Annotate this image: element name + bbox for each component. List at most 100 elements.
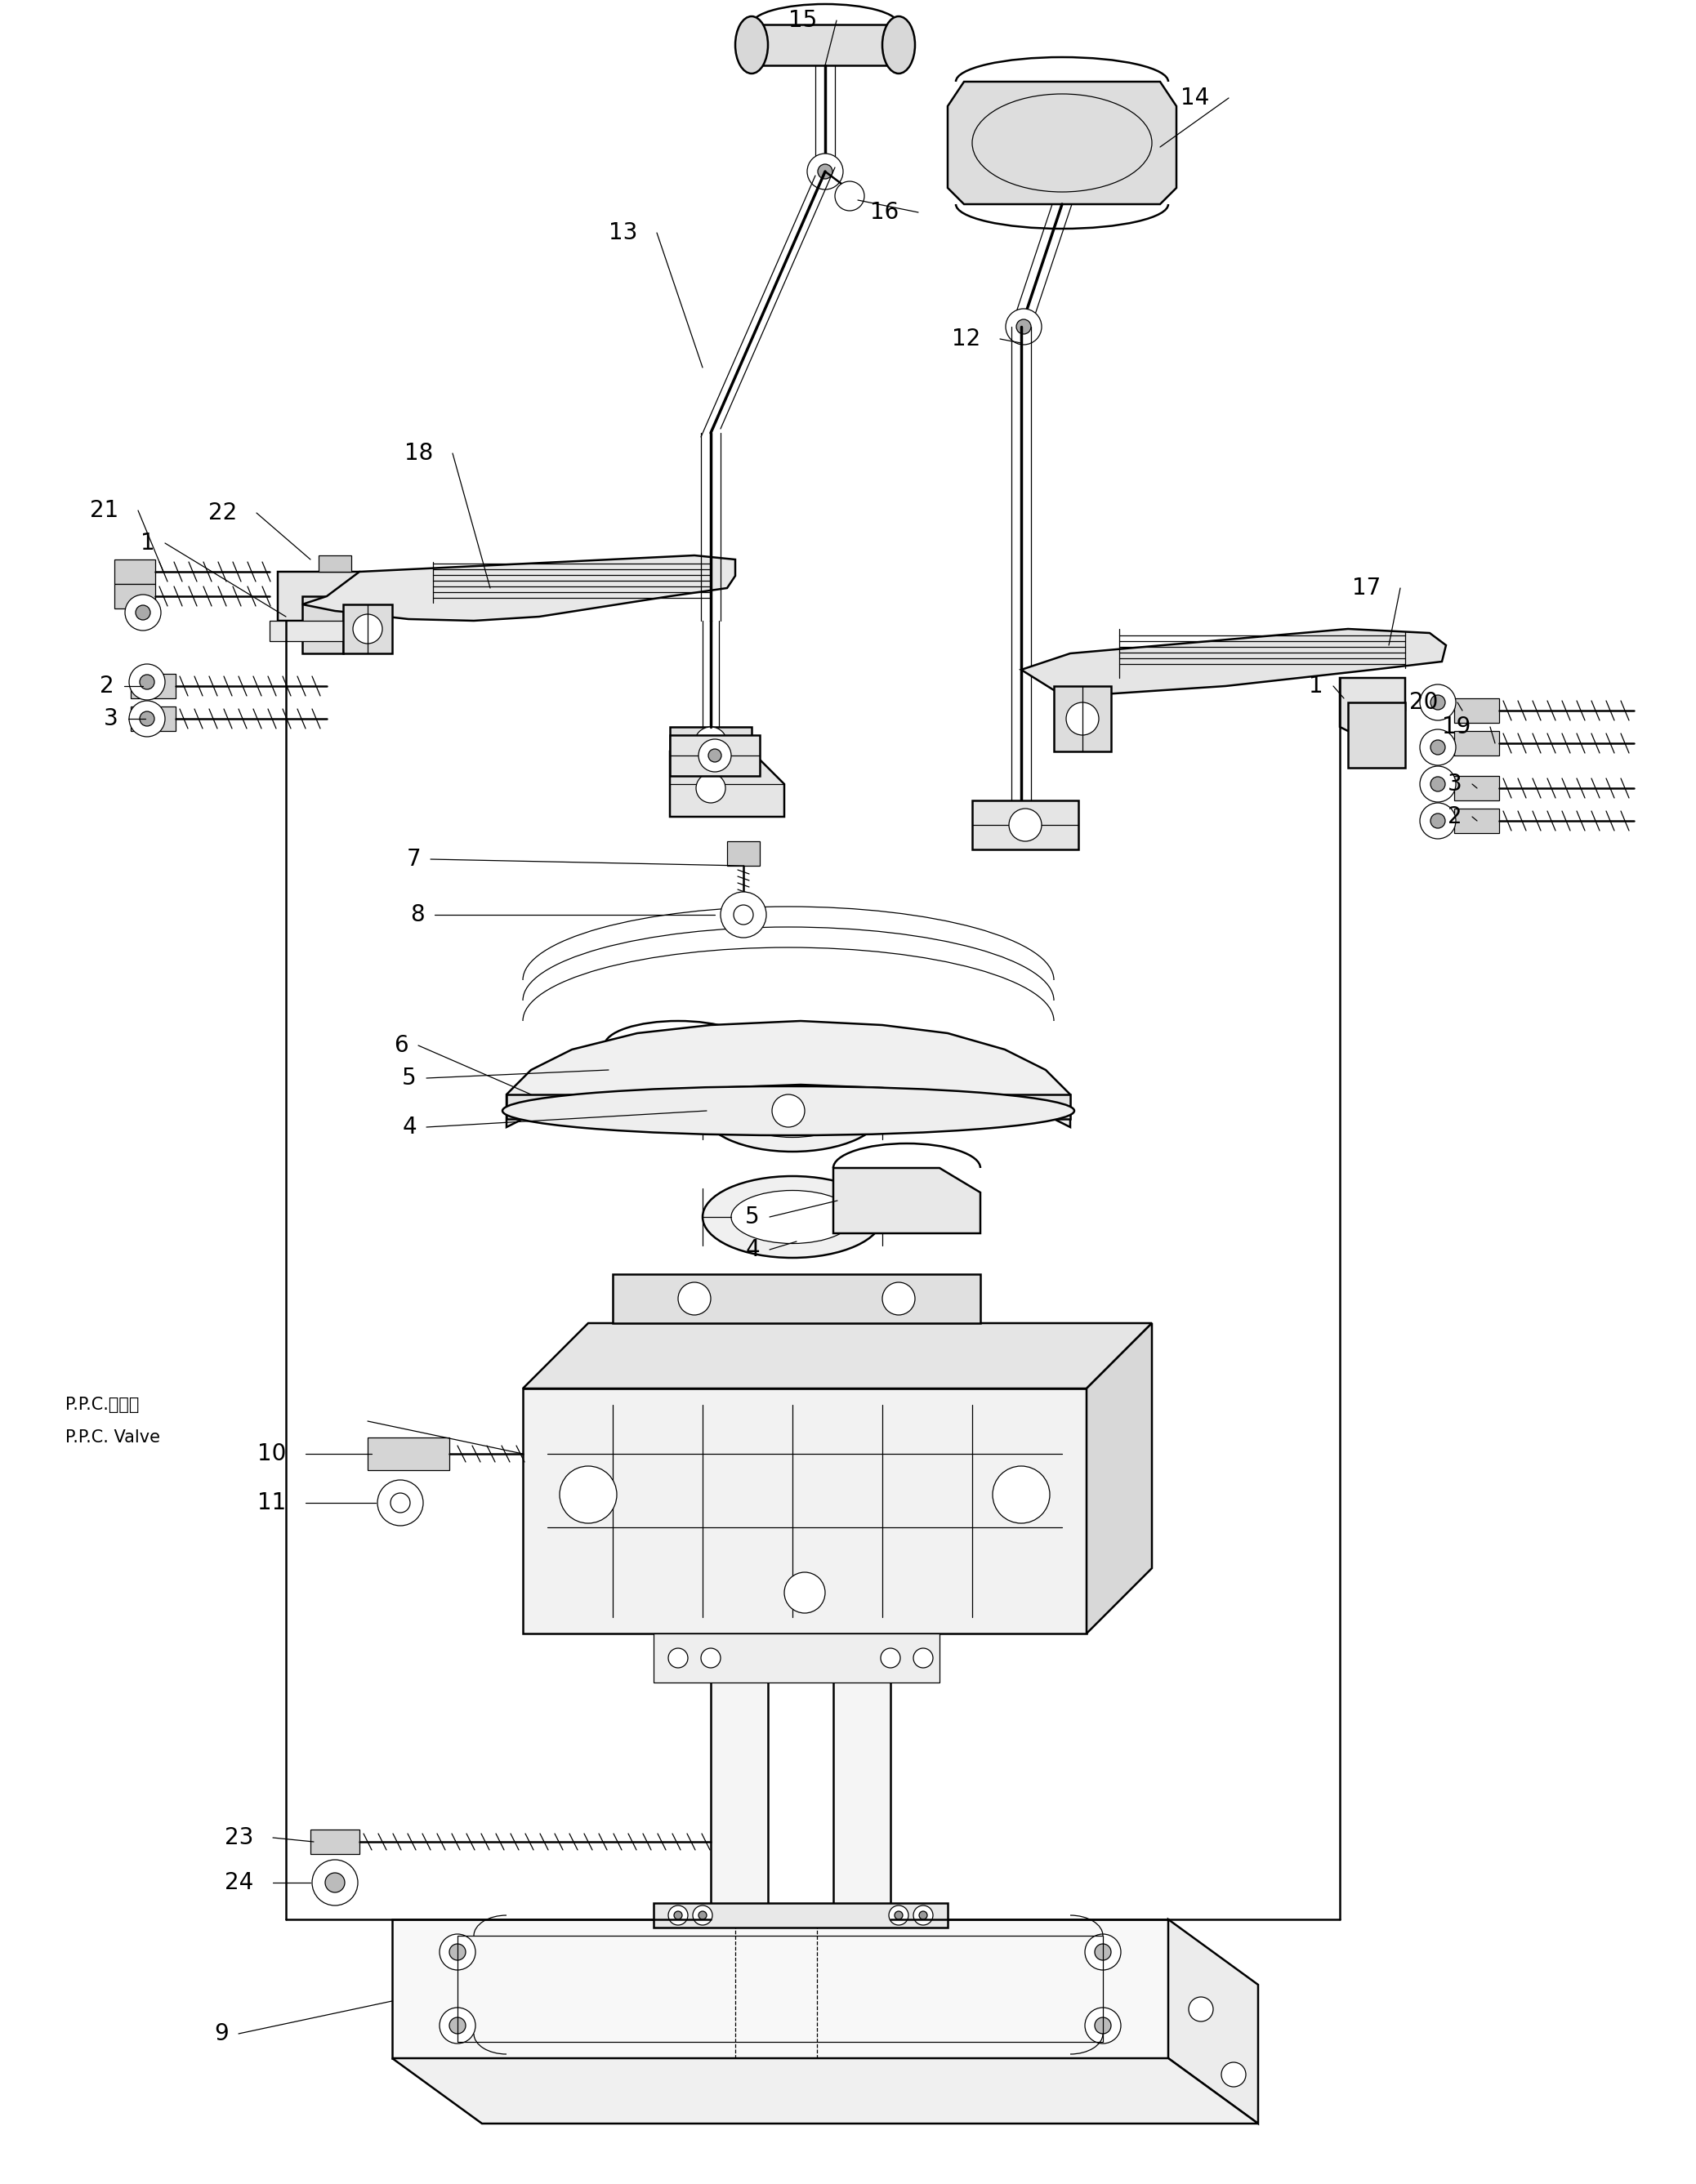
- Circle shape: [734, 904, 753, 924]
- Polygon shape: [310, 1830, 360, 1854]
- Text: 17: 17: [1352, 577, 1381, 598]
- Circle shape: [834, 181, 865, 210]
- Text: 14: 14: [1180, 87, 1209, 109]
- Polygon shape: [1021, 629, 1447, 695]
- Circle shape: [1189, 1996, 1213, 2022]
- Text: 8: 8: [410, 904, 424, 926]
- Polygon shape: [1453, 699, 1499, 723]
- Circle shape: [449, 1944, 466, 1961]
- Polygon shape: [670, 727, 751, 760]
- Ellipse shape: [882, 15, 914, 74]
- Polygon shape: [131, 705, 176, 732]
- Circle shape: [136, 605, 151, 620]
- Polygon shape: [343, 605, 392, 653]
- Polygon shape: [1453, 775, 1499, 799]
- Polygon shape: [392, 2057, 1258, 2123]
- Polygon shape: [972, 799, 1079, 850]
- Circle shape: [1221, 2062, 1247, 2086]
- Polygon shape: [1169, 1920, 1258, 2123]
- Ellipse shape: [736, 15, 768, 74]
- Text: P.P.C. Valve: P.P.C. Valve: [66, 1428, 159, 1446]
- Polygon shape: [114, 559, 156, 583]
- Ellipse shape: [702, 1070, 882, 1151]
- Circle shape: [1085, 2007, 1121, 2044]
- Polygon shape: [1053, 686, 1111, 751]
- Circle shape: [704, 736, 717, 749]
- Polygon shape: [368, 1437, 449, 1470]
- Text: P.P.C.バルブ: P.P.C.バルブ: [66, 1396, 139, 1413]
- Circle shape: [694, 727, 728, 760]
- Polygon shape: [131, 675, 176, 699]
- Ellipse shape: [731, 1190, 853, 1243]
- Polygon shape: [392, 1920, 1169, 2057]
- Polygon shape: [711, 1389, 768, 1920]
- Circle shape: [695, 773, 726, 804]
- Circle shape: [1094, 2018, 1111, 2033]
- Ellipse shape: [502, 1085, 1074, 1136]
- Circle shape: [326, 1874, 344, 1891]
- Circle shape: [1085, 1935, 1121, 1970]
- Polygon shape: [670, 736, 760, 775]
- Circle shape: [699, 1911, 707, 1920]
- Polygon shape: [751, 24, 899, 66]
- Circle shape: [312, 1861, 358, 1904]
- Circle shape: [673, 1911, 682, 1920]
- Circle shape: [1420, 767, 1455, 802]
- Text: 24: 24: [224, 1872, 253, 1894]
- Circle shape: [699, 738, 731, 771]
- Circle shape: [880, 1649, 901, 1669]
- Circle shape: [1094, 1944, 1111, 1961]
- Polygon shape: [302, 596, 343, 653]
- Text: 16: 16: [870, 201, 899, 223]
- Circle shape: [1420, 804, 1455, 839]
- Circle shape: [139, 712, 154, 725]
- Circle shape: [914, 1904, 933, 1924]
- Text: 10: 10: [258, 1441, 287, 1465]
- Polygon shape: [522, 1389, 1087, 1634]
- Circle shape: [784, 1572, 826, 1614]
- Polygon shape: [612, 1273, 980, 1324]
- Circle shape: [889, 1904, 909, 1924]
- Circle shape: [439, 1935, 475, 1970]
- Polygon shape: [1348, 703, 1406, 769]
- Polygon shape: [278, 572, 360, 620]
- Circle shape: [807, 153, 843, 190]
- Circle shape: [1420, 684, 1455, 721]
- Polygon shape: [319, 555, 351, 572]
- Polygon shape: [948, 81, 1177, 203]
- Polygon shape: [270, 620, 383, 642]
- Circle shape: [772, 1094, 804, 1127]
- Polygon shape: [728, 841, 760, 865]
- Circle shape: [894, 1911, 902, 1920]
- Circle shape: [129, 701, 165, 736]
- Circle shape: [817, 164, 833, 179]
- Text: 3: 3: [103, 708, 119, 729]
- Polygon shape: [522, 1324, 1152, 1389]
- Polygon shape: [653, 1902, 948, 1928]
- Circle shape: [1430, 695, 1445, 710]
- Circle shape: [1067, 703, 1099, 736]
- Circle shape: [1016, 319, 1031, 334]
- Text: 19: 19: [1442, 716, 1470, 738]
- Polygon shape: [670, 751, 784, 817]
- Circle shape: [668, 1904, 689, 1924]
- Circle shape: [914, 1649, 933, 1669]
- Circle shape: [709, 749, 721, 762]
- Text: 18: 18: [404, 441, 432, 465]
- Polygon shape: [653, 1634, 940, 1682]
- Text: 7: 7: [407, 847, 421, 871]
- Circle shape: [1006, 308, 1041, 345]
- Text: 4: 4: [402, 1116, 417, 1138]
- Text: 1: 1: [141, 531, 156, 555]
- Circle shape: [992, 1465, 1050, 1522]
- Circle shape: [1430, 778, 1445, 791]
- Text: 12: 12: [951, 328, 980, 349]
- Circle shape: [1009, 808, 1041, 841]
- Ellipse shape: [731, 1083, 853, 1138]
- Circle shape: [1430, 740, 1445, 756]
- Circle shape: [126, 594, 161, 631]
- Text: 4: 4: [745, 1238, 760, 1260]
- Circle shape: [353, 614, 382, 644]
- Text: 3: 3: [1448, 773, 1462, 795]
- Text: 5: 5: [402, 1066, 417, 1090]
